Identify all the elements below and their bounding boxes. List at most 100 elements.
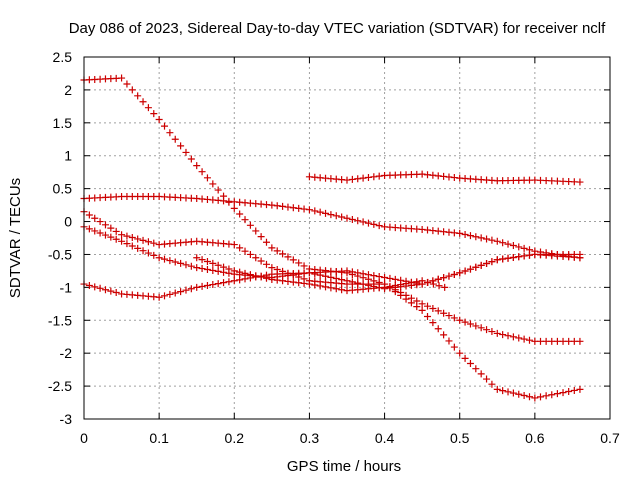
y-tick-label: 2.5 [53,49,73,65]
data-point [128,242,136,250]
data-point [456,316,464,324]
data-point [91,227,99,235]
data-point [96,284,104,292]
y-tick-label: -0.5 [48,246,72,262]
data-point [171,289,179,297]
data-point [553,390,561,398]
data-point [177,259,185,267]
data-point [477,234,485,242]
data-point [209,281,217,289]
data-point [397,281,405,289]
data-point [359,218,367,226]
data-point [241,269,249,277]
data-point [300,205,308,213]
data-point [150,251,158,259]
data-point [209,259,217,267]
data-point [364,219,372,227]
data-point [214,261,222,269]
data-point [182,148,190,156]
data-point [214,280,222,288]
data-point [327,211,335,219]
data-point [198,282,206,290]
data-point [284,203,292,211]
data-point [161,292,169,300]
data-point [182,261,190,269]
data-point [316,282,324,290]
data-point [515,253,523,261]
data-point [450,314,458,322]
data-point [171,135,179,143]
data-point [424,278,432,286]
data-point [461,231,469,239]
data-point [112,227,120,235]
y-tick-label: -2 [60,345,73,361]
data-point [348,215,356,223]
data-point [327,284,335,292]
data-point [305,206,313,214]
data-point [386,282,394,290]
data-point [322,272,330,280]
data-point [241,216,249,224]
data-point [418,300,426,308]
data-point [85,211,93,219]
data-point [450,343,458,351]
series-sat-e [80,250,584,301]
data-point [139,236,147,244]
data-point [359,270,367,278]
data-point [441,283,449,291]
data-point [504,240,512,248]
data-point [101,286,109,294]
data-point [198,168,206,176]
data-point [466,232,474,240]
data-point [187,285,195,293]
x-axis-label: GPS time / hours [287,458,401,475]
data-point [139,247,147,255]
data-point [424,302,432,310]
data-point [252,227,260,235]
data-point [386,274,394,282]
data-point [91,214,99,222]
data-point [504,254,512,262]
data-point [520,244,528,252]
data-point [262,260,270,268]
data-point [284,277,292,285]
data-point [418,277,426,285]
data-point [273,202,281,210]
data-point [407,279,415,287]
data-point [279,202,287,210]
y-tick-labels: 2.5 2 1.5 1 0.5 0 -0.5 -1 -1.5 -2 -2.5 -3 [48,49,72,427]
data-point [434,325,442,333]
data-point [262,238,270,246]
y-tick-label: -3 [60,411,73,427]
data-point [520,252,528,260]
data-point [375,222,383,230]
data-point [348,278,356,286]
data-point [118,231,126,239]
data-point [461,267,469,275]
x-tick-label: 0.7 [600,430,620,446]
data-point [364,271,372,279]
data-point [440,309,448,317]
data-point [236,276,244,284]
series-sat-c [80,208,584,345]
data-point [187,155,195,163]
data-point [273,276,281,284]
data-point [279,250,287,258]
data-point [434,275,442,283]
data-point [284,253,292,261]
data-point [477,261,485,269]
data-point [531,394,539,402]
data-point [101,231,109,239]
data-point [509,242,517,250]
data-point [559,389,567,397]
data-point [381,283,389,291]
data-point [456,229,464,237]
data-point [257,257,265,265]
data-point [381,273,389,281]
data-point [155,116,163,124]
data-point [96,229,104,237]
data-point [499,387,507,395]
data-point [155,293,163,301]
y-tick-label: 0.5 [53,181,73,197]
data-point [402,280,410,288]
